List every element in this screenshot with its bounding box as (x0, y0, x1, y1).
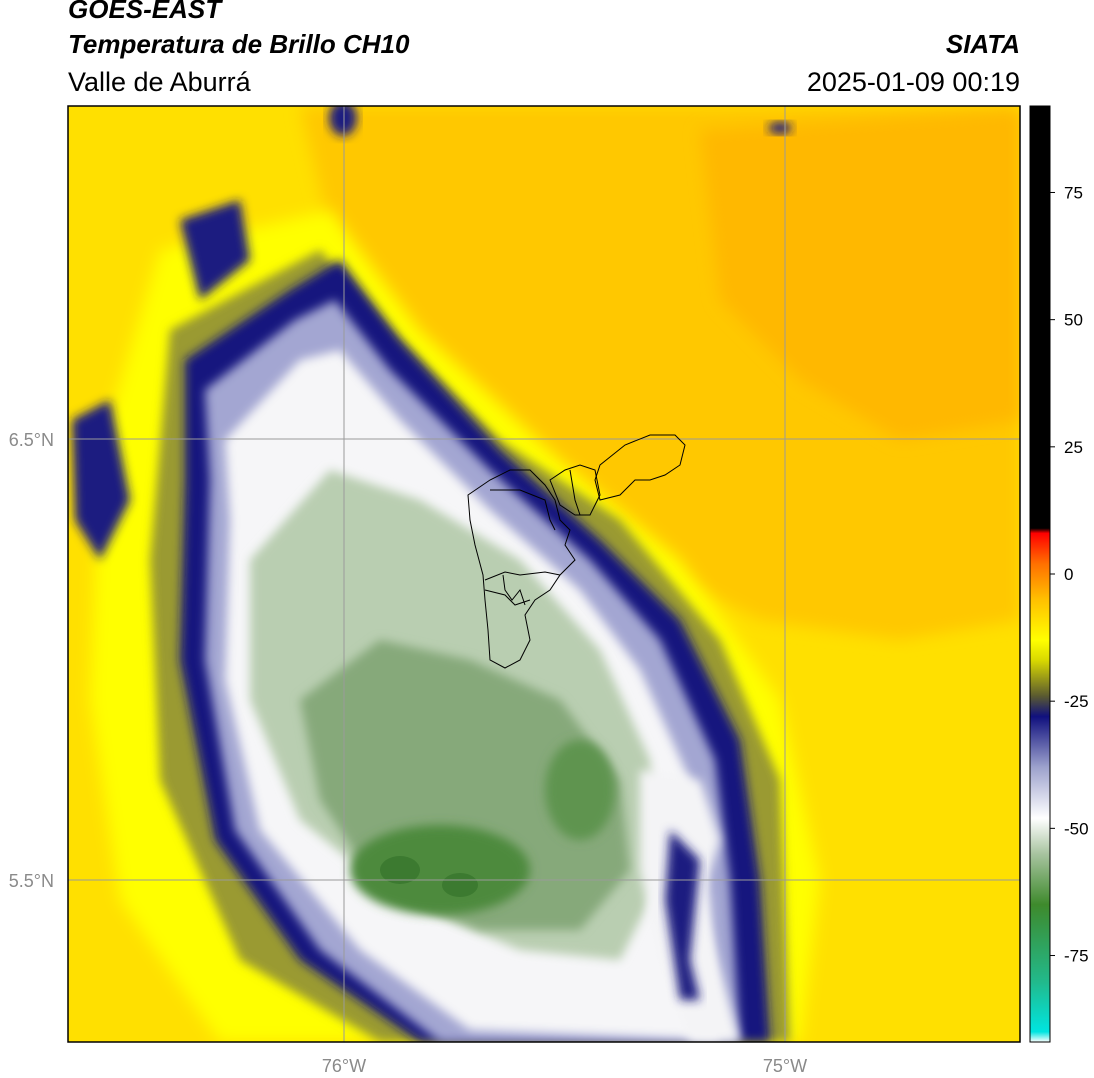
municipality-outline-8 (569, 469, 581, 516)
cold-streak-upper-left (180, 200, 250, 300)
longitude-label-76w: 76°W (322, 1056, 366, 1076)
region-subtitle: Valle de Aburrá (68, 67, 251, 97)
cold-streak-left (72, 400, 130, 560)
navy-arm (665, 830, 700, 1000)
coldest-spot-2 (442, 873, 478, 897)
colorbar-tick-label: -25 (1064, 692, 1089, 711)
municipality-outline (467, 469, 576, 669)
map-frame (67, 105, 1021, 1043)
municipality-outline-5 (502, 574, 526, 606)
cold-blob-top-right (768, 122, 792, 134)
coldest-spot (380, 856, 420, 884)
colorbar-ticks: 75 50 25 0 -25 -50 -75 (1050, 183, 1089, 966)
colorbar-tick-label: 25 (1064, 438, 1083, 457)
colorbar-tick-label: 50 (1064, 311, 1083, 330)
orange-region-deep (700, 110, 1020, 440)
product-title: Temperatura de Brillo CH10 (68, 29, 410, 59)
colorbar-tick-label: 0 (1064, 565, 1073, 584)
latitude-label-5-5n: 5.5°N (9, 871, 54, 891)
agency-label: SIATA (945, 29, 1020, 59)
municipality-outline-4 (484, 589, 531, 606)
satellite-title: GOES-EAST (68, 0, 222, 24)
brightness-temperature-field (68, 106, 1020, 1042)
dark-green-core-2 (545, 740, 615, 840)
dark-green-core (350, 825, 530, 915)
colorbar-tick-label: 75 (1064, 183, 1083, 202)
colorbar-tick-label: -75 (1064, 947, 1089, 966)
cold-blob-top (329, 106, 357, 136)
datetime-label: 2025-01-09 00:19 (806, 67, 1020, 97)
longitude-label-75w: 75°W (763, 1056, 807, 1076)
municipality-outline-3 (484, 571, 561, 581)
municipality-outline-6 (549, 464, 601, 516)
colorbar: 75 50 25 0 -25 -50 -75 (1029, 105, 1089, 1043)
colorbar-tick-label: -50 (1064, 819, 1089, 838)
valle-de-aburra-boundaries (467, 434, 686, 669)
municipality-outline-2 (490, 489, 556, 531)
colorbar-strip (1029, 105, 1051, 1043)
graticule (68, 106, 1020, 1042)
latitude-label-6-5n: 6.5°N (9, 430, 54, 450)
municipality-outline-7 (594, 434, 686, 501)
